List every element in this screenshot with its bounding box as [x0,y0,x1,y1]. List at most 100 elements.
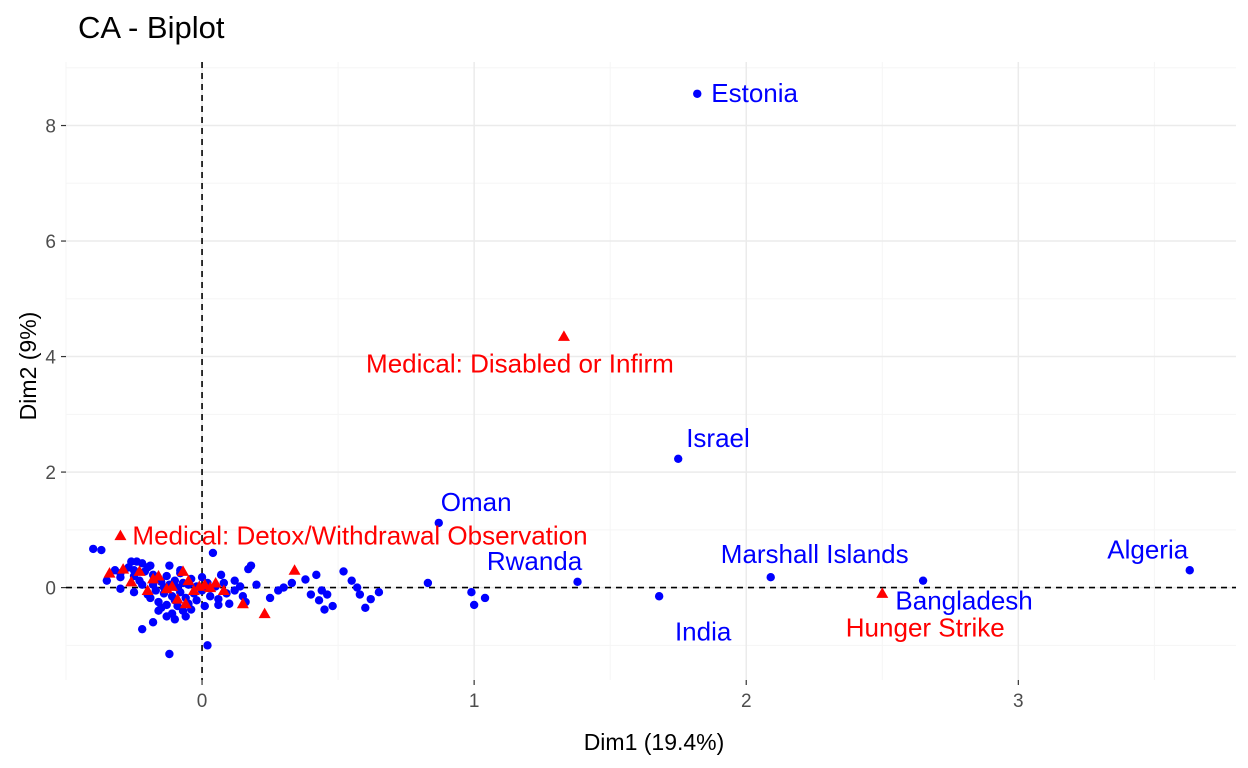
row-point [146,593,155,603]
point-label: Estonia [711,78,798,108]
row-point [265,593,275,603]
x-tick-label: 2 [741,691,752,712]
row-point [366,594,375,604]
row-point [480,593,490,603]
column-point [166,580,179,591]
row-point [162,600,171,610]
y-tick-label: 4 [45,348,56,369]
row-point [312,570,321,580]
row-point [148,618,158,627]
row-point [89,544,98,554]
x-tick-label: 1 [469,691,480,712]
column-point [209,576,222,588]
row-point [434,518,443,528]
row-point [339,567,348,576]
row-point [246,561,256,570]
column-point [182,574,195,586]
y-tick-label: 2 [45,463,56,484]
row-point [467,588,476,597]
y-axis-title: Dim2 (9%) [15,312,41,421]
row-point [573,577,582,587]
x-axis-title: Dim1 (19.4%) [584,729,725,755]
row-point [423,578,433,588]
point-label: Marshall Islands [721,539,909,569]
row-point [216,570,226,580]
axis-ticks: 0 1 2 3 0 2 4 6 8 [45,117,1023,712]
column-point [876,587,889,598]
column-point [171,593,184,604]
row-point [181,612,190,621]
point-label: India [675,616,732,646]
row-point [137,624,147,634]
row-point [162,612,171,621]
row-point [347,576,356,585]
row-point [200,601,209,611]
row-point [230,586,239,595]
column-point [114,529,127,541]
row-point [203,641,212,650]
row-point [127,557,136,566]
column-point [557,330,570,341]
point-label: Medical: Disabled or Infirm [366,348,674,378]
row-point [116,572,125,582]
column-point [179,597,192,609]
row-point [469,600,479,610]
row-point [301,575,310,584]
row-point [165,649,174,659]
row-point [129,588,139,597]
row-point [693,89,702,98]
column-point [177,565,189,576]
row-point [214,600,223,610]
row-point [219,578,229,588]
row-point [197,572,207,582]
row-point [225,599,234,608]
y-tick-label: 0 [45,579,56,600]
column-point [147,572,160,584]
row-point [214,594,223,604]
point-label: Algeria [1107,534,1188,564]
y-tick-label: 8 [45,117,56,138]
row-point [374,588,384,597]
row-point [328,601,337,611]
column-point [152,570,165,581]
point-label: Hunger Strike [846,612,1005,642]
row-point [154,606,163,615]
x-tick-label: 0 [197,691,208,712]
row-point [1185,566,1194,575]
column-point [288,564,301,575]
row-point [165,561,174,570]
reference-lines [66,62,1236,680]
row-point [162,571,171,581]
point-labels: Estonia Israel Oman Rwanda Marshall Islands A… [132,78,1188,646]
column-points [103,330,889,619]
point-label: Bangladesh [895,586,1032,616]
row-point [355,590,365,599]
row-point [230,576,239,585]
row-point [320,605,329,614]
row-point [306,590,316,599]
x-tick-label: 3 [1013,691,1024,712]
row-point [170,615,180,624]
column-point [117,563,130,574]
row-point [361,603,370,613]
point-label: Medical: Detox/Withdrawal Observation [132,521,587,551]
row-point [208,548,218,558]
column-point [133,565,146,576]
y-tick-label: 6 [45,232,56,253]
row-point [146,561,155,570]
row-point [252,580,261,589]
column-point [187,584,200,595]
row-point [314,596,324,605]
row-point [279,583,288,592]
row-point [287,578,297,588]
row-point [918,576,928,585]
row-point [674,454,683,463]
column-point [217,584,230,595]
column-point [125,575,138,587]
row-point [151,586,160,595]
point-label: Oman [441,487,512,517]
row-point [116,584,125,593]
row-point [352,583,362,592]
grid-lines [65,62,1236,680]
